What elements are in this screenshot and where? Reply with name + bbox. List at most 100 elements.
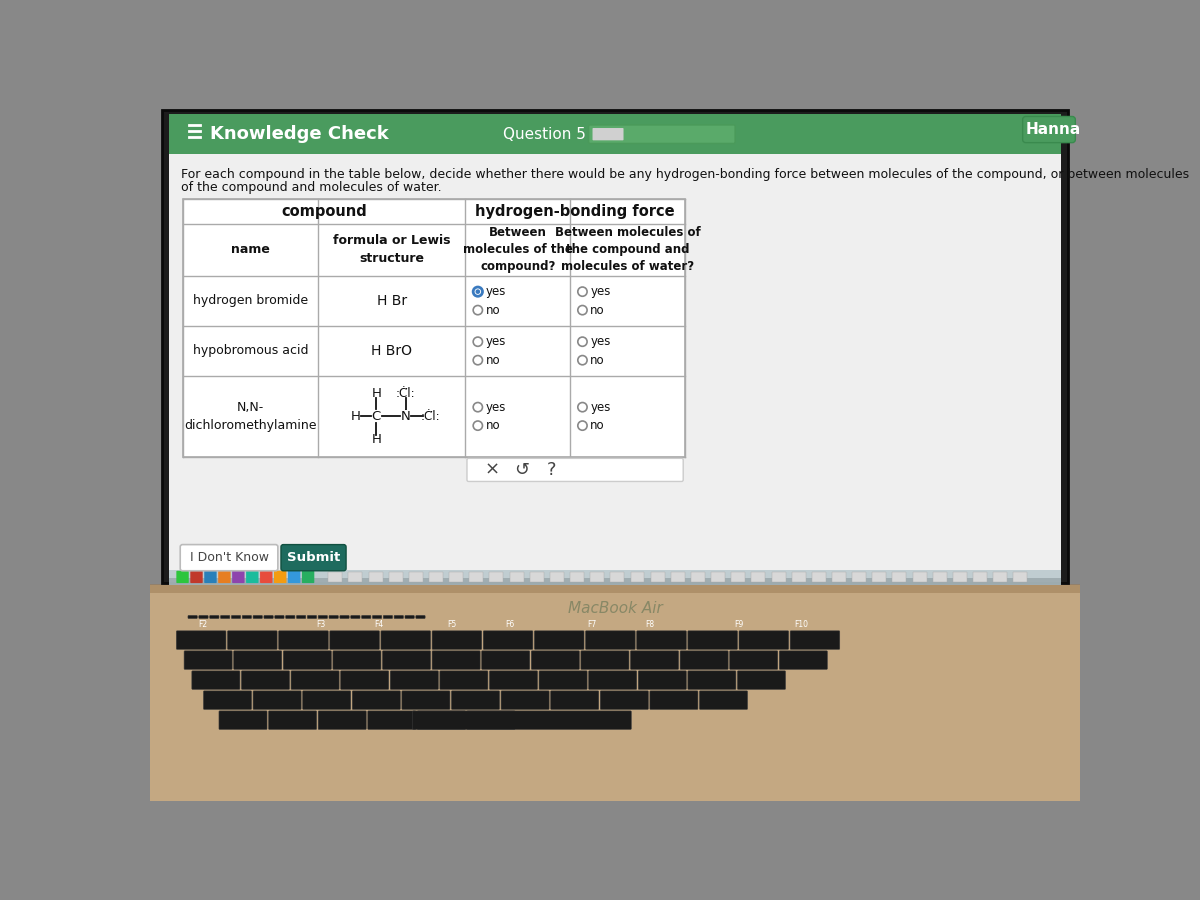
FancyBboxPatch shape (232, 571, 245, 583)
Bar (182, 199, 685, 457)
FancyBboxPatch shape (204, 691, 252, 709)
Bar (169, 570, 1061, 585)
Text: N,N-
dichloromethylamine: N,N- dichloromethylamine (184, 400, 317, 432)
Text: formula or Lewis
structure: formula or Lewis structure (334, 234, 450, 266)
FancyBboxPatch shape (192, 670, 240, 689)
FancyBboxPatch shape (218, 711, 268, 729)
FancyBboxPatch shape (180, 544, 278, 571)
Text: F3: F3 (316, 620, 325, 629)
FancyBboxPatch shape (281, 544, 346, 571)
FancyBboxPatch shape (283, 651, 331, 670)
FancyBboxPatch shape (210, 616, 218, 618)
FancyBboxPatch shape (361, 616, 371, 618)
Text: no: no (486, 354, 500, 366)
Bar (430, 572, 443, 582)
Text: name: name (230, 243, 270, 256)
Bar (712, 572, 725, 582)
Bar (611, 572, 624, 582)
FancyBboxPatch shape (630, 651, 678, 670)
Text: yes: yes (486, 285, 506, 298)
FancyBboxPatch shape (353, 691, 401, 709)
FancyBboxPatch shape (318, 616, 328, 618)
Text: yes: yes (590, 400, 611, 414)
FancyBboxPatch shape (418, 711, 466, 729)
FancyBboxPatch shape (589, 125, 736, 143)
FancyBboxPatch shape (581, 651, 629, 670)
FancyBboxPatch shape (204, 571, 217, 583)
Text: Knowledge Check: Knowledge Check (210, 125, 389, 143)
Circle shape (578, 421, 587, 430)
FancyBboxPatch shape (539, 670, 587, 689)
Text: F9: F9 (734, 620, 744, 629)
Bar (872, 572, 887, 582)
FancyBboxPatch shape (779, 651, 827, 670)
FancyBboxPatch shape (367, 711, 416, 729)
FancyBboxPatch shape (416, 616, 425, 618)
Text: no: no (590, 354, 605, 366)
FancyBboxPatch shape (600, 691, 648, 709)
Bar (792, 572, 805, 582)
FancyBboxPatch shape (738, 670, 786, 689)
Text: yes: yes (486, 400, 506, 414)
Bar (570, 572, 584, 582)
FancyBboxPatch shape (191, 571, 203, 583)
FancyBboxPatch shape (467, 711, 515, 729)
Bar (490, 572, 504, 582)
FancyBboxPatch shape (218, 571, 230, 583)
Text: yes: yes (486, 335, 506, 348)
Text: I Don't Know: I Don't Know (190, 551, 269, 564)
Text: ?: ? (547, 461, 557, 479)
FancyBboxPatch shape (221, 616, 230, 618)
Text: H: H (371, 433, 382, 446)
FancyBboxPatch shape (199, 616, 208, 618)
Bar (994, 572, 1007, 582)
Bar (691, 572, 704, 582)
FancyBboxPatch shape (467, 458, 683, 482)
Bar (329, 572, 342, 582)
Circle shape (578, 338, 587, 346)
Circle shape (473, 287, 482, 296)
FancyBboxPatch shape (502, 691, 550, 709)
FancyBboxPatch shape (242, 616, 252, 618)
Text: :Ċl̈:: :Ċl̈: (421, 410, 440, 423)
Bar (832, 572, 846, 582)
Text: F2: F2 (198, 620, 208, 629)
Bar (449, 572, 463, 582)
Text: Between
molecules of the
compound?: Between molecules of the compound? (463, 226, 572, 274)
FancyBboxPatch shape (274, 571, 287, 583)
FancyBboxPatch shape (302, 571, 314, 583)
FancyBboxPatch shape (184, 651, 232, 670)
Text: C: C (372, 410, 380, 423)
FancyBboxPatch shape (330, 631, 379, 649)
Circle shape (473, 421, 482, 430)
FancyBboxPatch shape (340, 616, 349, 618)
Circle shape (473, 356, 482, 364)
Text: F7: F7 (587, 620, 596, 629)
FancyBboxPatch shape (739, 631, 788, 649)
Bar (389, 572, 403, 582)
Text: H: H (371, 387, 382, 400)
FancyBboxPatch shape (278, 631, 329, 649)
FancyBboxPatch shape (372, 616, 382, 618)
Text: Question 5: Question 5 (503, 127, 586, 141)
Circle shape (578, 305, 587, 315)
Text: ×: × (485, 461, 500, 479)
FancyBboxPatch shape (332, 651, 380, 670)
Bar (932, 572, 947, 582)
Bar (169, 114, 1061, 578)
FancyBboxPatch shape (394, 616, 403, 618)
FancyBboxPatch shape (241, 670, 289, 689)
Text: hydrogen-bonding force: hydrogen-bonding force (475, 203, 674, 219)
Text: Ṅ: Ṅ (401, 410, 410, 423)
Text: yes: yes (590, 335, 611, 348)
FancyBboxPatch shape (286, 616, 295, 618)
FancyBboxPatch shape (440, 670, 488, 689)
FancyBboxPatch shape (432, 651, 480, 670)
Bar (630, 572, 644, 582)
FancyBboxPatch shape (288, 571, 300, 583)
Bar (169, 114, 1061, 154)
FancyBboxPatch shape (318, 711, 366, 729)
Bar (150, 585, 1080, 801)
Text: F5: F5 (448, 620, 457, 629)
FancyBboxPatch shape (234, 651, 282, 670)
